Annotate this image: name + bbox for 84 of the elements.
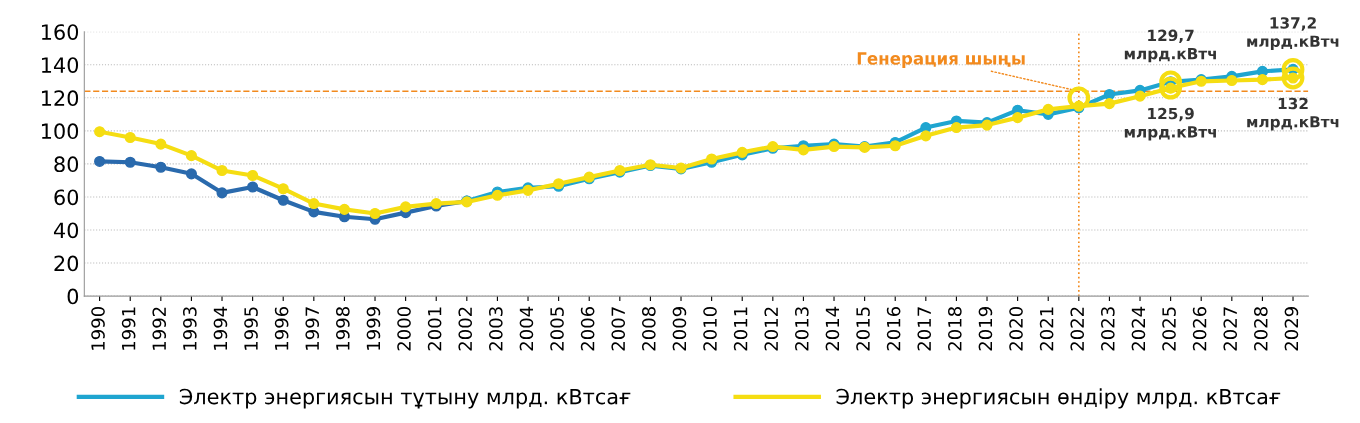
x-tick-label: 1994 bbox=[213, 306, 228, 350]
point bbox=[950, 122, 962, 134]
x-tick-label: 2017 bbox=[917, 307, 932, 351]
y-tick-label: 20 bbox=[54, 255, 79, 272]
point bbox=[94, 155, 106, 167]
point bbox=[797, 144, 809, 156]
x-tick-label: 2003 bbox=[489, 307, 503, 351]
point bbox=[185, 150, 197, 162]
x-tick-label: 1993 bbox=[183, 307, 197, 350]
x-tick-label: 2002 bbox=[458, 307, 473, 351]
y-tick-label: 40 bbox=[53, 222, 79, 239]
x-tick-label: 2015 bbox=[856, 307, 870, 351]
x-tick-label: 1997 bbox=[305, 307, 320, 350]
x-tick-label: 2006 bbox=[580, 306, 595, 351]
y-tick-label: 160 bbox=[41, 24, 79, 40]
point bbox=[920, 130, 932, 142]
point bbox=[1256, 74, 1268, 86]
point bbox=[1012, 112, 1024, 124]
x-tick-label: 1992 bbox=[152, 307, 167, 350]
x-tick-label: 2025 bbox=[1162, 307, 1176, 351]
point bbox=[1103, 98, 1115, 110]
x-tick-label: 1991 bbox=[121, 307, 136, 350]
annotation: Генерация шыңы bbox=[857, 52, 1025, 68]
annotation: 125,9 млрд.кВтч bbox=[1124, 107, 1216, 141]
x-tick-label: 2023 bbox=[1101, 307, 1115, 351]
y-tick-label: 0 bbox=[67, 288, 79, 305]
point bbox=[247, 181, 259, 193]
x-tick-label: 2026 bbox=[1192, 306, 1207, 351]
point bbox=[369, 207, 381, 220]
x-tick-label: 2004 bbox=[519, 306, 534, 351]
point bbox=[1134, 90, 1146, 102]
y-tick-label: 120 bbox=[41, 90, 79, 107]
x-tick-label: 2016 bbox=[886, 306, 901, 351]
point bbox=[185, 168, 197, 180]
x-tick-label: 2029 bbox=[1284, 307, 1299, 351]
annotation: 137,2 млрд.кВтч bbox=[1247, 17, 1339, 50]
x-tick-label: 2018 bbox=[948, 307, 962, 351]
x-tick-label: 2007 bbox=[611, 307, 626, 351]
y-tick-label: 140 bbox=[41, 57, 79, 73]
point bbox=[1042, 103, 1054, 115]
legend-label: Электр энергиясын тұтыну млрд. кВтсағ bbox=[179, 388, 631, 409]
x-tick-label: 2022 bbox=[1070, 307, 1085, 351]
point bbox=[155, 161, 167, 173]
x-tick-label: 2012 bbox=[764, 307, 779, 351]
x-tick-label: 2013 bbox=[795, 307, 809, 351]
point bbox=[308, 198, 320, 210]
point bbox=[216, 164, 228, 177]
y-tick-label: 100 bbox=[41, 123, 79, 140]
x-tick-label: 2021 bbox=[1039, 307, 1054, 351]
x-tick-label: 1996 bbox=[274, 306, 289, 350]
point bbox=[1226, 74, 1238, 87]
x-tick-label: 2028 bbox=[1254, 307, 1268, 351]
point bbox=[155, 138, 167, 150]
x-tick-label: 2000 bbox=[397, 307, 411, 351]
point bbox=[247, 169, 259, 182]
point bbox=[400, 201, 412, 213]
x-tick-label: 2001 bbox=[427, 307, 442, 351]
x-tick-label: 1995 bbox=[244, 307, 258, 350]
point bbox=[94, 126, 106, 138]
x-tick-label: 1999 bbox=[366, 307, 381, 350]
point bbox=[216, 187, 228, 199]
point bbox=[277, 194, 289, 206]
y-tick-label: 80 bbox=[54, 156, 79, 173]
x-tick-label: 2011 bbox=[733, 307, 748, 351]
x-tick-label: 2009 bbox=[672, 307, 687, 351]
point bbox=[338, 203, 350, 215]
x-tick-label: 2020 bbox=[1009, 307, 1023, 351]
point bbox=[277, 183, 289, 195]
y-tick-label: 60 bbox=[54, 189, 79, 206]
x-tick-label: 1990 bbox=[91, 307, 105, 350]
x-tick-label: 1998 bbox=[336, 307, 350, 350]
x-tick-label: 2010 bbox=[703, 307, 717, 351]
legend-label: Электр энергиясын өндіру млрд. кВтсағ bbox=[836, 388, 1281, 409]
point bbox=[124, 156, 136, 168]
x-tick-label: 2008 bbox=[642, 307, 656, 351]
x-tick-label: 2005 bbox=[550, 307, 564, 351]
x-tick-label: 2024 bbox=[1131, 306, 1146, 351]
x-tick-label: 2027 bbox=[1223, 307, 1238, 351]
annotation: 129,7 млрд.кВтч bbox=[1124, 29, 1216, 63]
point bbox=[124, 131, 136, 144]
annotation: 132 млрд.кВтч bbox=[1247, 97, 1339, 131]
point bbox=[889, 140, 901, 152]
x-tick-label: 2014 bbox=[825, 306, 840, 351]
x-tick-label: 2019 bbox=[978, 307, 993, 351]
